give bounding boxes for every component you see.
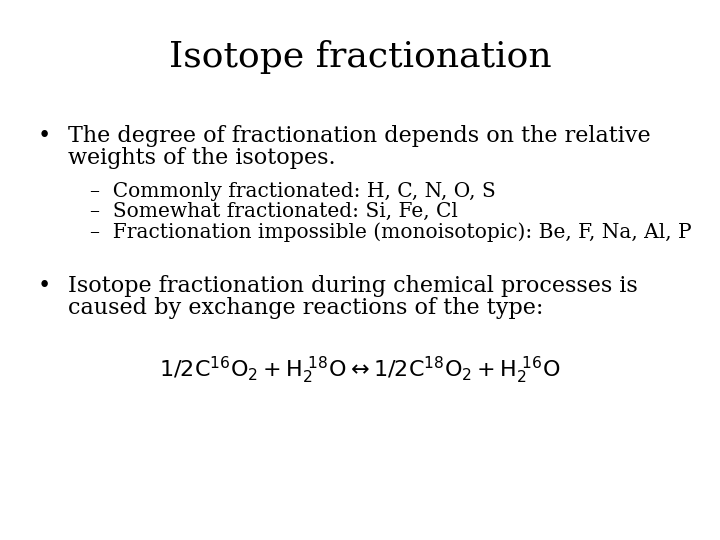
Text: –  Somewhat fractionated: Si, Fe, Cl: – Somewhat fractionated: Si, Fe, Cl — [90, 202, 458, 221]
Text: •: • — [38, 275, 51, 297]
Text: caused by exchange reactions of the type:: caused by exchange reactions of the type… — [68, 297, 544, 319]
Text: •: • — [38, 125, 51, 147]
Text: The degree of fractionation depends on the relative: The degree of fractionation depends on t… — [68, 125, 651, 147]
Text: weights of the isotopes.: weights of the isotopes. — [68, 147, 336, 169]
Text: –  Fractionation impossible (monoisotopic): Be, F, Na, Al, P: – Fractionation impossible (monoisotopic… — [90, 222, 692, 242]
Text: –  Commonly fractionated: H, C, N, O, S: – Commonly fractionated: H, C, N, O, S — [90, 182, 496, 201]
Text: Isotope fractionation: Isotope fractionation — [168, 40, 552, 74]
Text: Isotope fractionation during chemical processes is: Isotope fractionation during chemical pr… — [68, 275, 638, 297]
Text: $1/2\mathrm{C}^{16}\mathrm{O}_2 + \mathrm{H}_2^{\ 18}\mathrm{O}\leftrightarrow 1: $1/2\mathrm{C}^{16}\mathrm{O}_2 + \mathr… — [159, 355, 561, 386]
